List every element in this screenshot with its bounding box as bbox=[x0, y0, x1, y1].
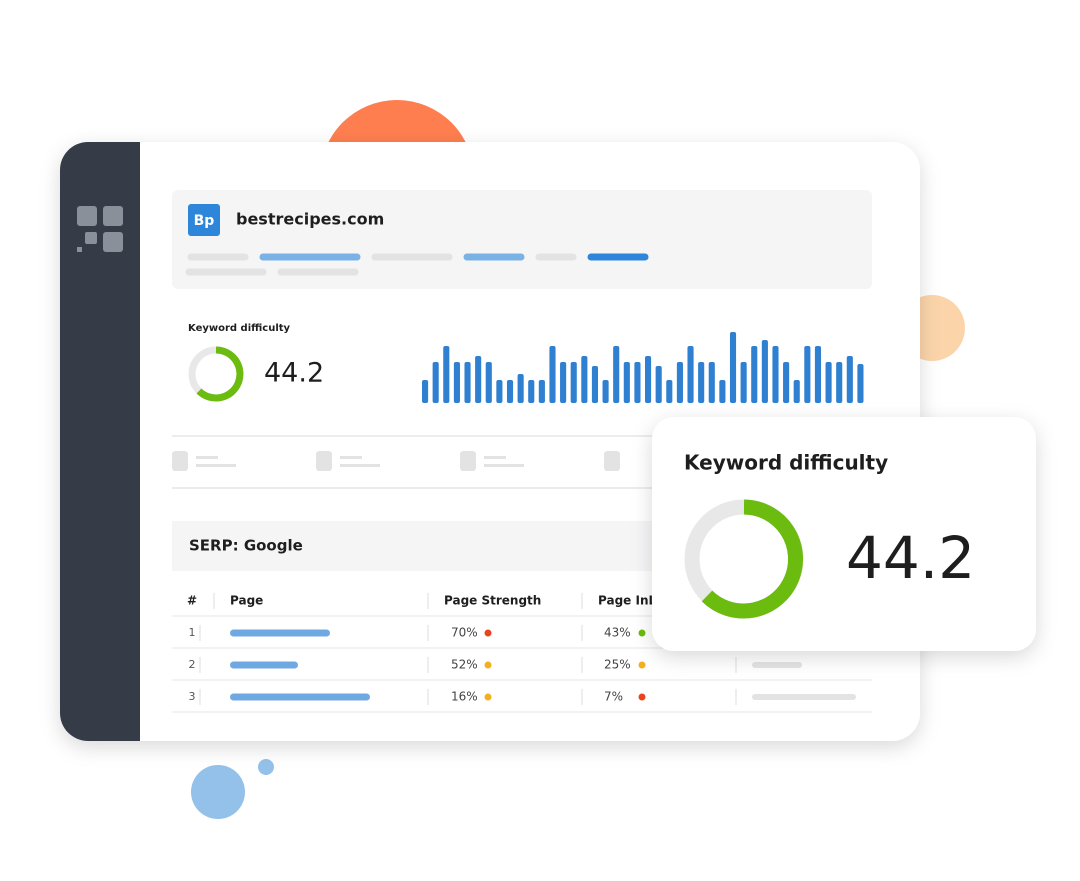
bar bbox=[591, 366, 599, 403]
bar bbox=[613, 346, 620, 403]
bar bbox=[836, 362, 843, 403]
bar bbox=[772, 346, 779, 403]
rank: 3 bbox=[189, 690, 196, 703]
card-bg bbox=[652, 417, 1036, 651]
deco-circle bbox=[258, 759, 274, 775]
column-header: Page bbox=[230, 594, 263, 608]
inlinks-dot bbox=[638, 693, 646, 701]
placeholder-lines bbox=[185, 253, 649, 276]
bar bbox=[645, 356, 652, 403]
bar bbox=[517, 374, 524, 403]
rank: 1 bbox=[189, 626, 196, 639]
bar bbox=[719, 380, 726, 403]
site-header bbox=[172, 190, 872, 289]
strength-dot bbox=[484, 661, 492, 669]
bar bbox=[814, 346, 822, 403]
serp-title: SERP: Google bbox=[189, 537, 303, 555]
bar bbox=[666, 380, 673, 403]
rank: 2 bbox=[189, 658, 196, 671]
placeholder bbox=[752, 694, 856, 700]
page-bar bbox=[230, 693, 370, 701]
site-icon bbox=[188, 204, 220, 236]
bar bbox=[475, 356, 482, 403]
bar bbox=[602, 380, 609, 403]
bar bbox=[825, 362, 832, 403]
bar bbox=[422, 380, 429, 403]
bar bbox=[655, 366, 662, 403]
kd-donut-arc bbox=[196, 346, 244, 402]
bar bbox=[740, 362, 747, 403]
bar bbox=[549, 346, 556, 403]
strength-dot bbox=[484, 629, 492, 637]
deco-circle bbox=[191, 765, 245, 819]
bar bbox=[528, 380, 535, 403]
column-header: # bbox=[187, 594, 197, 608]
bar bbox=[496, 380, 503, 403]
bar bbox=[751, 346, 758, 403]
bar bbox=[538, 380, 545, 403]
card-donut-arc bbox=[701, 499, 803, 619]
bar bbox=[783, 362, 790, 403]
inlinks: 7% bbox=[604, 690, 623, 704]
kd-value: 44.2 bbox=[264, 358, 324, 389]
kd-label: Keyword difficulty bbox=[188, 323, 291, 334]
site-icon-text: Bp bbox=[194, 213, 215, 229]
sidebar bbox=[60, 142, 140, 741]
bar bbox=[432, 362, 439, 403]
bar bbox=[570, 362, 577, 403]
strength-dot bbox=[484, 693, 492, 701]
inlinks-dot bbox=[638, 629, 646, 637]
bar bbox=[443, 346, 450, 403]
bar-chart bbox=[422, 332, 864, 403]
page-bar bbox=[230, 661, 298, 669]
kd-card: Keyword difficulty 44.2 bbox=[652, 417, 1036, 651]
bar bbox=[793, 380, 800, 403]
site-name: bestrecipes.com bbox=[236, 210, 384, 229]
page-bar bbox=[230, 629, 330, 637]
bar bbox=[453, 362, 460, 403]
bar bbox=[804, 346, 811, 403]
strength: 16% bbox=[451, 690, 478, 704]
bar bbox=[761, 340, 768, 403]
inlinks: 25% bbox=[604, 658, 631, 672]
main-panel: Bp bestrecipes.com Keyword difficulty 44… bbox=[60, 142, 920, 741]
bar bbox=[708, 362, 715, 403]
stat-placeholders bbox=[172, 451, 620, 471]
bar bbox=[464, 362, 471, 403]
bar bbox=[687, 346, 694, 403]
inlinks-dot bbox=[638, 661, 646, 669]
bar bbox=[846, 356, 853, 403]
column-header: Page Strength bbox=[444, 594, 541, 608]
bar bbox=[729, 332, 737, 403]
bar bbox=[623, 362, 630, 403]
card-value: 44.2 bbox=[846, 524, 975, 592]
bar bbox=[560, 362, 567, 403]
strength: 70% bbox=[451, 626, 478, 640]
strength: 52% bbox=[451, 658, 478, 672]
bar bbox=[581, 356, 588, 403]
inlinks: 43% bbox=[604, 626, 631, 640]
bar bbox=[698, 362, 705, 403]
sidebar-logo bbox=[77, 206, 123, 252]
bar bbox=[857, 364, 864, 403]
bar bbox=[485, 362, 492, 403]
bar bbox=[676, 362, 683, 403]
card-label: Keyword difficulty bbox=[684, 451, 888, 475]
placeholder bbox=[752, 662, 802, 668]
bar bbox=[506, 380, 514, 403]
bar bbox=[634, 362, 641, 403]
